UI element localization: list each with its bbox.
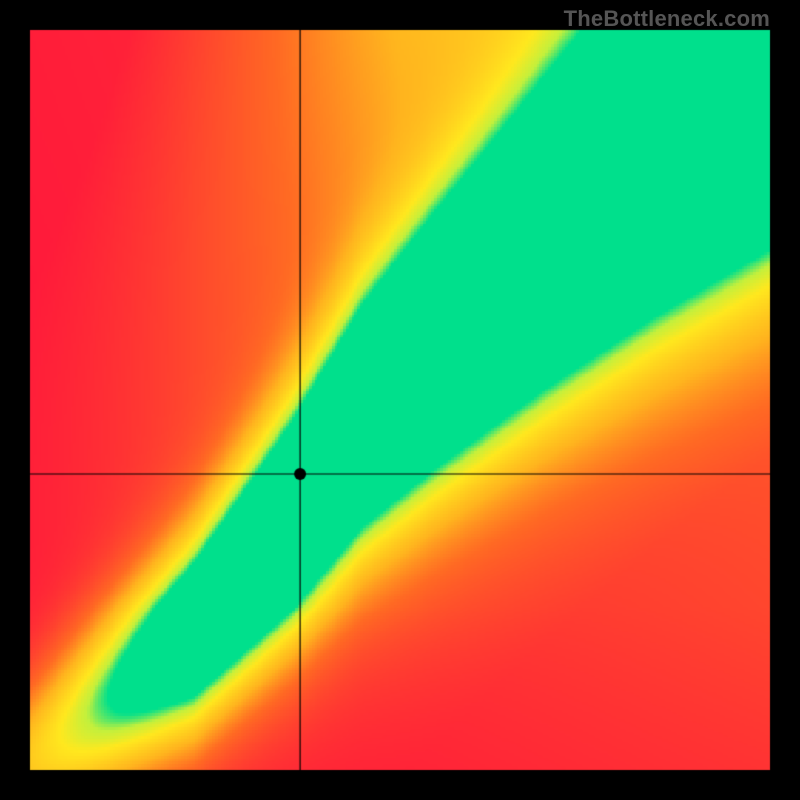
- heatmap-canvas: [0, 0, 800, 800]
- bottleneck-heatmap-container: TheBottleneck.com: [0, 0, 800, 800]
- attribution-label: TheBottleneck.com: [564, 6, 770, 32]
